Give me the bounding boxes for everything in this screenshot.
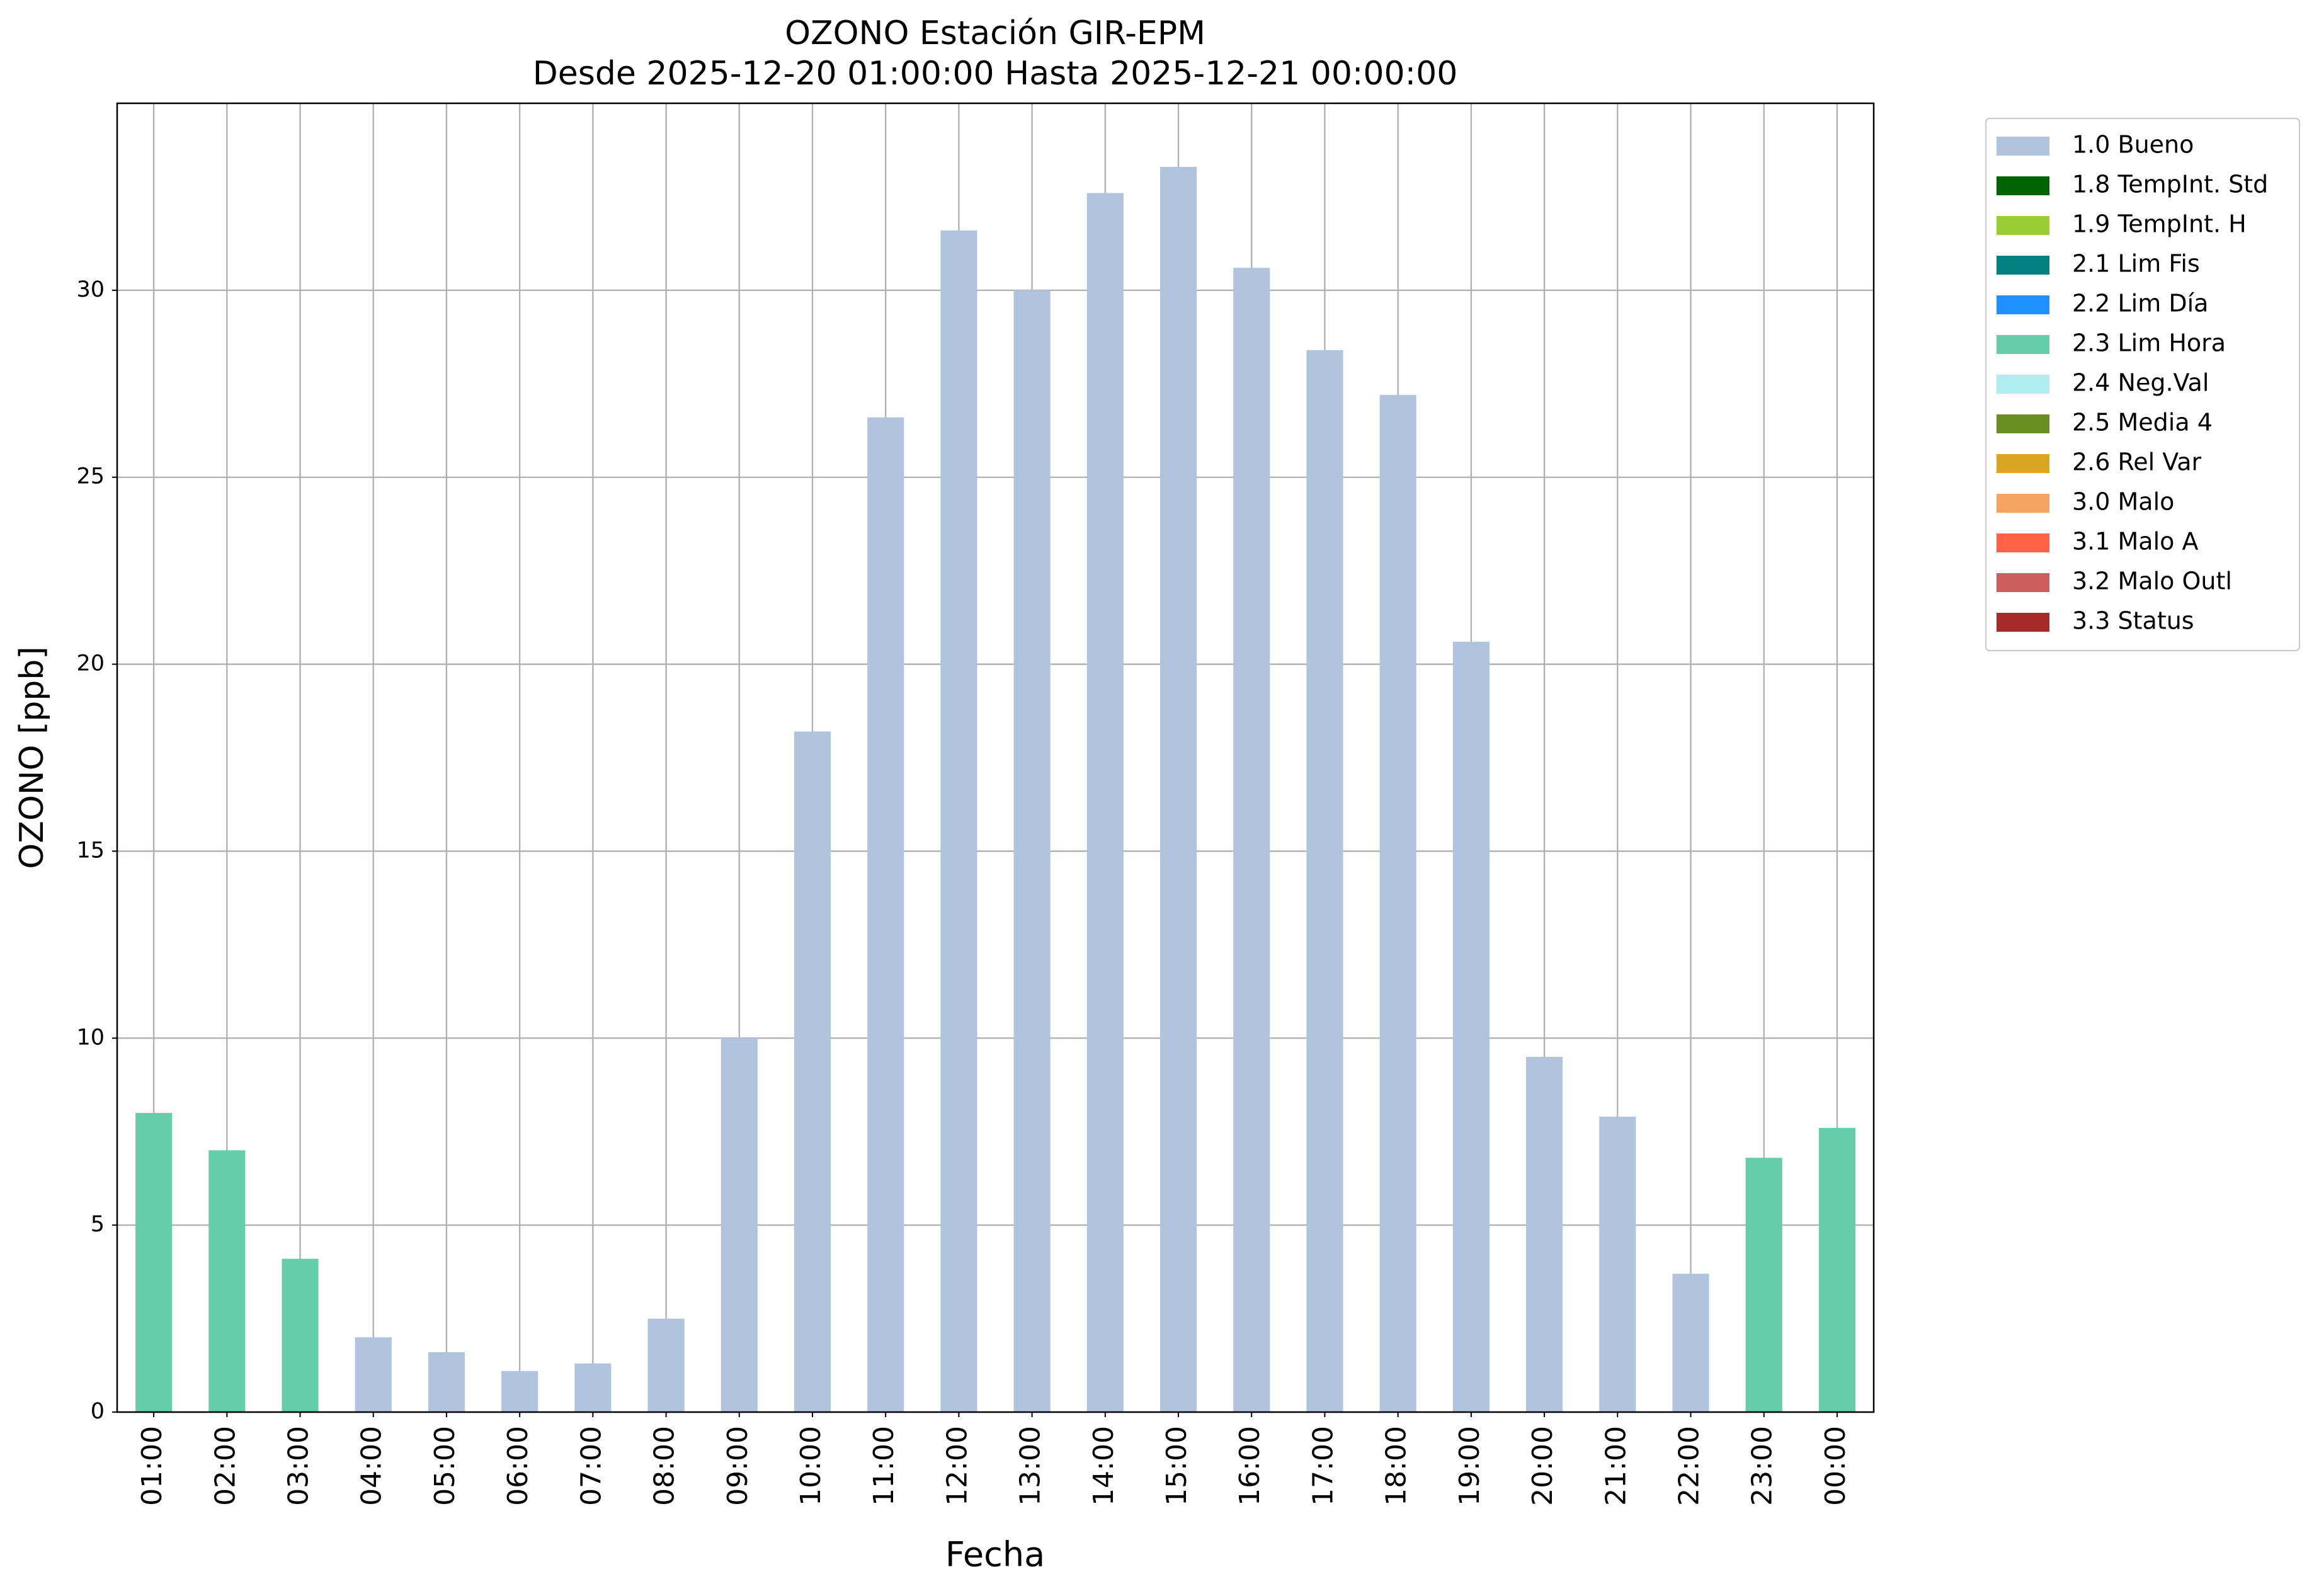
x-tick-label: 11:00 bbox=[868, 1426, 900, 1506]
x-tick-label: 10:00 bbox=[795, 1426, 827, 1506]
x-tick-label: 03:00 bbox=[283, 1426, 315, 1506]
x-tick-label: 02:00 bbox=[209, 1426, 241, 1506]
x-tick-label: 06:00 bbox=[502, 1426, 534, 1506]
y-axis-label: OZONO [ppb] bbox=[13, 646, 51, 869]
x-tick-label: 00:00 bbox=[1820, 1426, 1852, 1506]
x-tick-label: 16:00 bbox=[1234, 1426, 1266, 1506]
legend-label: 1.8 TempInt. Std bbox=[2072, 171, 2268, 198]
bar bbox=[1379, 395, 1416, 1412]
legend-swatch bbox=[1997, 494, 2049, 513]
legend-swatch bbox=[1997, 375, 2049, 394]
x-tick-label: 14:00 bbox=[1088, 1426, 1120, 1506]
bar bbox=[647, 1318, 685, 1412]
x-tick-label: 23:00 bbox=[1746, 1426, 1779, 1506]
legend-box bbox=[1985, 117, 2301, 652]
x-tick-label: 18:00 bbox=[1381, 1426, 1413, 1506]
bar bbox=[428, 1352, 465, 1412]
bar bbox=[501, 1371, 538, 1412]
legend-label: 3.3 Status bbox=[2072, 607, 2194, 635]
legend-swatch bbox=[1997, 295, 2049, 314]
chart-title: OZONO Estación GIR-EPM bbox=[785, 14, 1205, 52]
legend-label: 2.5 Media 4 bbox=[2072, 409, 2213, 436]
legend-label: 2.4 Neg.Val bbox=[2072, 369, 2209, 397]
legend-swatch bbox=[1997, 454, 2049, 473]
bar bbox=[1818, 1127, 1855, 1412]
bar bbox=[1452, 641, 1490, 1413]
bar bbox=[721, 1038, 758, 1412]
bar bbox=[1745, 1158, 1782, 1412]
x-tick-label: 07:00 bbox=[575, 1426, 607, 1506]
y-tick-label: 0 bbox=[91, 1399, 105, 1424]
bar bbox=[1599, 1116, 1636, 1412]
x-tick-label: 05:00 bbox=[429, 1426, 461, 1506]
legend-swatch bbox=[1997, 335, 2049, 354]
bar bbox=[1160, 166, 1197, 1413]
legend-swatch bbox=[1997, 176, 2049, 195]
x-tick-label: 01:00 bbox=[136, 1426, 168, 1506]
x-tick-label: 20:00 bbox=[1527, 1426, 1559, 1506]
legend-label: 3.1 Malo A bbox=[2072, 528, 2198, 556]
legend-label: 3.2 Malo Outl bbox=[2072, 567, 2232, 595]
legend-swatch bbox=[1997, 137, 2049, 156]
y-tick-label: 5 bbox=[91, 1212, 105, 1237]
x-tick-label: 15:00 bbox=[1161, 1426, 1193, 1506]
y-tick-label: 30 bbox=[76, 277, 105, 302]
x-axis-label: Fecha bbox=[945, 1535, 1045, 1575]
x-tick-label: 21:00 bbox=[1600, 1426, 1632, 1506]
bar bbox=[1233, 268, 1270, 1413]
bar bbox=[1013, 290, 1051, 1412]
legend-label: 2.1 Lim Fis bbox=[2072, 250, 2200, 278]
bar bbox=[940, 230, 977, 1413]
y-tick-label: 25 bbox=[76, 464, 105, 489]
x-tick-label: 08:00 bbox=[649, 1426, 681, 1506]
legend-swatch bbox=[1997, 256, 2049, 275]
legend-label: 3.0 Malo bbox=[2072, 488, 2174, 516]
legend-label: 1.9 TempInt. H bbox=[2072, 210, 2247, 238]
legend-label: 2.3 Lim Hora bbox=[2072, 329, 2226, 357]
bar bbox=[1672, 1274, 1709, 1412]
legend-label: 2.6 Rel Var bbox=[2072, 448, 2202, 476]
bar bbox=[574, 1363, 612, 1412]
legend-swatch bbox=[1997, 613, 2049, 632]
bar bbox=[1306, 350, 1343, 1412]
bar bbox=[355, 1337, 392, 1412]
legend-swatch bbox=[1997, 573, 2049, 592]
bar bbox=[794, 731, 831, 1412]
bar bbox=[1086, 193, 1124, 1412]
y-tick-label: 15 bbox=[76, 838, 105, 863]
legend-label: 2.2 Lim Día bbox=[2072, 290, 2208, 317]
legend-swatch bbox=[1997, 216, 2049, 235]
bar bbox=[135, 1113, 173, 1412]
plot-frame bbox=[116, 102, 1875, 1413]
x-tick-label: 09:00 bbox=[722, 1426, 754, 1506]
chart-subtitle: Desde 2025-12-20 01:00:00 Hasta 2025-12-… bbox=[533, 55, 1458, 93]
bar bbox=[1526, 1056, 1563, 1412]
x-tick-label: 13:00 bbox=[1015, 1426, 1047, 1506]
legend-swatch bbox=[1997, 414, 2049, 433]
y-tick-label: 10 bbox=[76, 1025, 105, 1050]
bar bbox=[208, 1150, 246, 1412]
x-tick-label: 22:00 bbox=[1673, 1426, 1705, 1506]
x-tick-label: 12:00 bbox=[941, 1426, 973, 1506]
x-tick-label: 19:00 bbox=[1454, 1426, 1486, 1506]
y-tick-label: 20 bbox=[76, 651, 105, 676]
legend-label: 1.0 Bueno bbox=[2072, 131, 2194, 159]
legend-swatch bbox=[1997, 533, 2049, 552]
x-tick-label: 04:00 bbox=[356, 1426, 388, 1506]
bar bbox=[282, 1258, 319, 1412]
bar bbox=[867, 417, 904, 1412]
x-tick-label: 17:00 bbox=[1307, 1426, 1339, 1506]
